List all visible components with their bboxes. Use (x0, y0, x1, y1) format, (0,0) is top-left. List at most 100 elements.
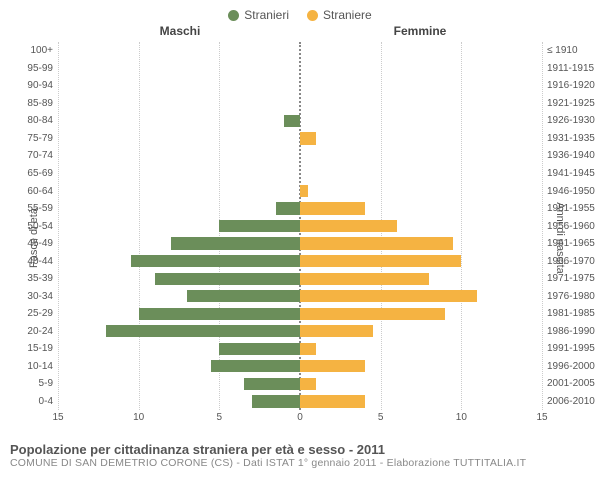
age-label: 95-99 (10, 63, 58, 74)
bar-female (300, 290, 477, 302)
column-headers: Maschi Femmine (0, 24, 600, 38)
pyramid-row: 10-141996-2000 (58, 358, 542, 376)
age-label: 40-44 (10, 256, 58, 267)
birth-label: 1981-1985 (542, 308, 592, 319)
header-male: Maschi (60, 24, 300, 38)
bar-male (171, 237, 300, 249)
bar-female (300, 273, 429, 285)
birth-label: 1951-1955 (542, 203, 592, 214)
birth-label: 1946-1950 (542, 186, 592, 197)
age-label: 60-64 (10, 186, 58, 197)
pyramid-row: 45-491961-1965 (58, 235, 542, 253)
bar-male (187, 290, 300, 302)
xtick: 5 (378, 412, 384, 423)
bar-male (276, 202, 300, 214)
xtick: 15 (536, 412, 547, 423)
legend: Stranieri Straniere (0, 0, 600, 24)
birth-label: 1926-1930 (542, 115, 592, 126)
pyramid-row: 100+≤ 1910 (58, 42, 542, 60)
xtick: 0 (297, 412, 303, 423)
pyramid-row: 85-891921-1925 (58, 95, 542, 113)
bar-male (252, 395, 300, 407)
age-label: 55-59 (10, 203, 58, 214)
age-label: 15-19 (10, 343, 58, 354)
age-label: 10-14 (10, 361, 58, 372)
age-label: 25-29 (10, 308, 58, 319)
birth-label: 1936-1940 (542, 150, 592, 161)
pyramid-row: 15-191991-1995 (58, 340, 542, 358)
pyramid-row: 60-641946-1950 (58, 182, 542, 200)
age-label: 100+ (10, 45, 58, 56)
bar-male (284, 115, 300, 127)
pyramid-row: 5-92001-2005 (58, 375, 542, 393)
legend-male: Stranieri (228, 8, 289, 22)
age-label: 45-49 (10, 238, 58, 249)
age-label: 20-24 (10, 326, 58, 337)
age-label: 80-84 (10, 115, 58, 126)
bar-male (219, 220, 300, 232)
birth-label: 1916-1920 (542, 80, 592, 91)
chart: Fasce di età Anni di nascita 100+≤ 19109… (0, 38, 600, 438)
birth-label: 2001-2005 (542, 378, 592, 389)
subcaption: COMUNE DI SAN DEMETRIO CORONE (CS) - Dat… (10, 457, 590, 469)
age-label: 65-69 (10, 168, 58, 179)
birth-label: 1991-1995 (542, 343, 592, 354)
bar-male (155, 273, 300, 285)
birth-label: 1976-1980 (542, 291, 592, 302)
pyramid-row: 90-941916-1920 (58, 77, 542, 95)
bar-female (300, 343, 316, 355)
bar-male (211, 360, 300, 372)
birth-label: 1971-1975 (542, 273, 592, 284)
pyramid-row: 75-791931-1935 (58, 130, 542, 148)
birth-label: 1956-1960 (542, 221, 592, 232)
swatch-female (307, 10, 318, 21)
pyramid-row: 65-691941-1945 (58, 165, 542, 183)
header-female: Femmine (300, 24, 540, 38)
bar-male (244, 378, 300, 390)
xtick: 15 (52, 412, 63, 423)
pyramid-row: 70-741936-1940 (58, 147, 542, 165)
age-label: 30-34 (10, 291, 58, 302)
birth-label: 1941-1945 (542, 168, 592, 179)
bar-male (131, 255, 300, 267)
bar-female (300, 308, 445, 320)
pyramid-row: 95-991911-1915 (58, 60, 542, 78)
bar-female (300, 185, 308, 197)
swatch-male (228, 10, 239, 21)
caption: Popolazione per cittadinanza straniera p… (10, 442, 590, 457)
age-label: 75-79 (10, 133, 58, 144)
pyramid-row: 50-541956-1960 (58, 217, 542, 235)
legend-male-label: Stranieri (244, 8, 289, 22)
bar-female (300, 360, 365, 372)
age-label: 90-94 (10, 80, 58, 91)
xtick: 5 (217, 412, 223, 423)
xaxis: 15105051015 (58, 412, 542, 426)
pyramid-row: 55-591951-1955 (58, 200, 542, 218)
age-label: 5-9 (10, 378, 58, 389)
age-label: 50-54 (10, 221, 58, 232)
bar-female (300, 220, 397, 232)
bar-male (219, 343, 300, 355)
birth-label: 1996-2000 (542, 361, 592, 372)
pyramid-row: 40-441966-1970 (58, 252, 542, 270)
birth-label: 1986-1990 (542, 326, 592, 337)
age-label: 35-39 (10, 273, 58, 284)
bar-female (300, 395, 365, 407)
legend-female-label: Straniere (323, 8, 372, 22)
legend-female: Straniere (307, 8, 372, 22)
pyramid-row: 80-841926-1930 (58, 112, 542, 130)
xtick: 10 (133, 412, 144, 423)
birth-label: ≤ 1910 (542, 45, 592, 56)
bar-female (300, 132, 316, 144)
pyramid-row: 35-391971-1975 (58, 270, 542, 288)
plot-area: 100+≤ 191095-991911-191590-941916-192085… (58, 42, 542, 410)
birth-label: 1931-1935 (542, 133, 592, 144)
pyramid-row: 0-42006-2010 (58, 393, 542, 411)
pyramid-row: 25-291981-1985 (58, 305, 542, 323)
xtick: 10 (456, 412, 467, 423)
bar-female (300, 325, 373, 337)
pyramid-row: 30-341976-1980 (58, 287, 542, 305)
birth-label: 1961-1965 (542, 238, 592, 249)
rows-container: 100+≤ 191095-991911-191590-941916-192085… (58, 42, 542, 410)
birth-label: 2006-2010 (542, 396, 592, 407)
